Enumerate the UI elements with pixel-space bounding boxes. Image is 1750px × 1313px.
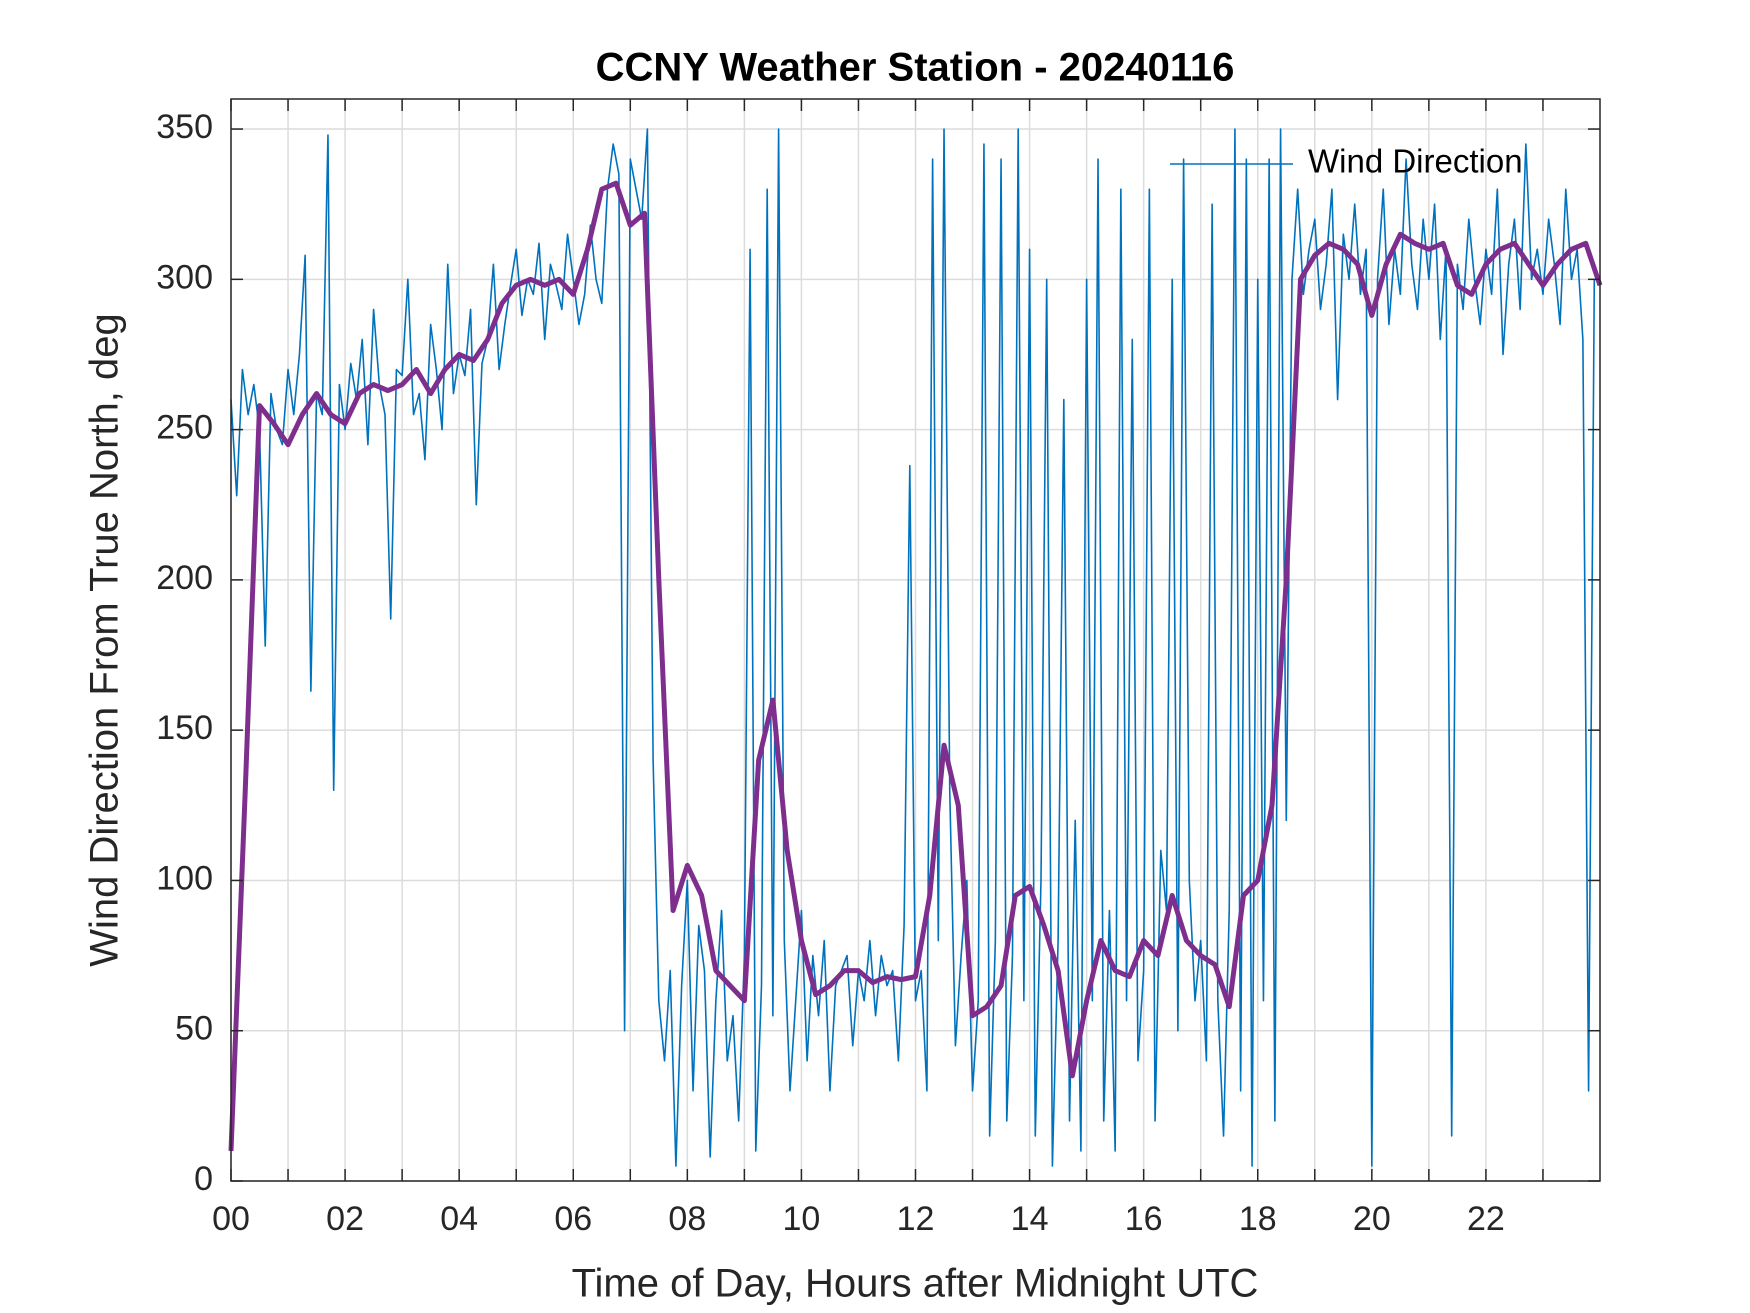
x-tick-label: 02 [326, 1200, 364, 1238]
y-tick-label: 350 [156, 108, 213, 146]
x-tick-label: 20 [1353, 1200, 1391, 1238]
x-tick-label: 06 [554, 1200, 592, 1238]
x-axis-label: Time of Day, Hours after Midnight UTC [572, 1262, 1259, 1306]
y-tick-label: 250 [156, 409, 213, 447]
y-tick-label: 0 [194, 1160, 213, 1198]
x-tick-label: 18 [1239, 1200, 1277, 1238]
ticks: 00 02 04 06 08 10 12 14 16 18 20 22 0 50 100 150 200 250 3… [156, 99, 1600, 1238]
y-tick-label: 200 [156, 559, 213, 597]
x-tick-label: 14 [1011, 1200, 1049, 1238]
x-tick-label: 04 [440, 1200, 478, 1238]
legend: Wind Direction [1170, 143, 1523, 180]
x-tick-label: 08 [668, 1200, 706, 1238]
data-line [228, 180, 1603, 1152]
y-tick-label: 100 [156, 859, 213, 897]
x-tick-label: 12 [897, 1200, 935, 1238]
legend-label: Wind Direction [1308, 143, 1523, 180]
y-axis-label: Wind Direction From True North, deg [83, 313, 127, 967]
x-tick-label: 22 [1467, 1200, 1505, 1238]
x-tick-label: 16 [1125, 1200, 1163, 1238]
data-line [230, 128, 1596, 1167]
x-tick-label: 00 [212, 1200, 250, 1238]
y-tick-label: 150 [156, 709, 213, 747]
plot-area [228, 128, 1603, 1167]
chart-title: CCNY Weather Station - 20240116 [596, 46, 1235, 90]
y-tick-label: 300 [156, 258, 213, 296]
x-tick-label: 10 [783, 1200, 821, 1238]
y-tick-label: 50 [175, 1010, 213, 1048]
